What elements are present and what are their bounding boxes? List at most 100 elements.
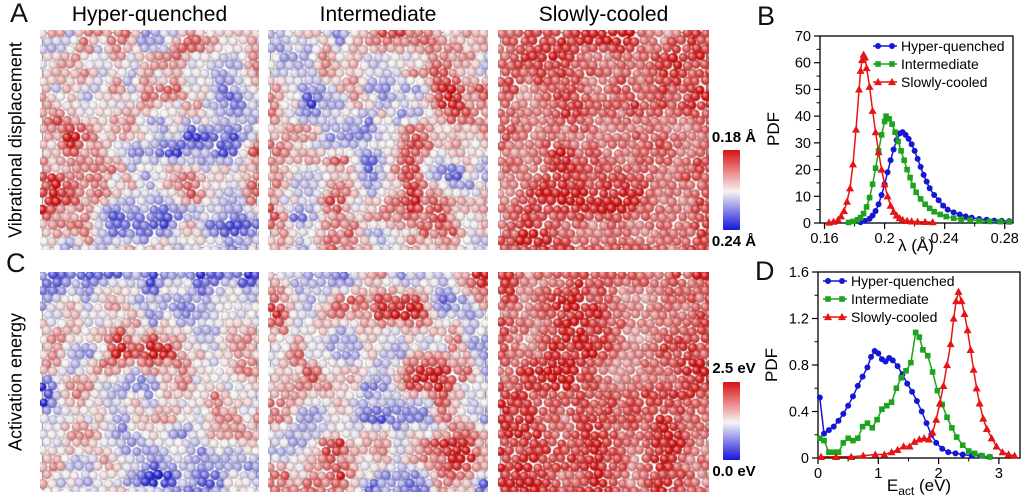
data-point (847, 452, 856, 460)
data-point (846, 184, 855, 192)
data-point (854, 216, 861, 223)
x-axis-label: Eact (eV) (887, 476, 951, 498)
data-point (935, 399, 944, 407)
data-point (914, 155, 921, 162)
legend: Hyper-quenched Intermediate Slowly-cooled (823, 273, 955, 325)
data-point (907, 217, 916, 225)
series-slowly-cooled (825, 50, 937, 226)
y-tick-label: 40 (795, 109, 811, 125)
x-tick-label: 0.2 (874, 231, 894, 247)
data-point (843, 197, 852, 205)
data-point (898, 374, 905, 381)
data-point (933, 439, 940, 446)
data-point (905, 135, 912, 142)
data-point (987, 454, 993, 460)
row-label-activation-energy: Activation energy (5, 312, 26, 452)
legend-marker (824, 312, 832, 321)
data-point (979, 414, 988, 422)
data-point (967, 217, 973, 223)
data-point (832, 452, 841, 460)
data-point (959, 442, 966, 449)
data-point (856, 66, 865, 74)
data-point (868, 353, 875, 360)
legend-marker (888, 77, 896, 86)
legend-marker (875, 43, 881, 49)
data-point (854, 435, 861, 442)
data-point (893, 445, 902, 453)
data-point (959, 451, 966, 458)
snapshot-vibrational-slowly-cooled (498, 30, 709, 250)
colorbar-vibrational-top-label: 0.18 Å (711, 129, 757, 146)
data-point (863, 204, 870, 210)
data-point (918, 408, 925, 415)
data-point (917, 163, 924, 170)
data-point (953, 434, 960, 440)
colorbar-activation-top-label: 2.5 eV (712, 360, 756, 377)
data-point (910, 182, 916, 189)
column-title-slowly-cooled: Slowly-cooled (538, 3, 669, 26)
data-point (976, 218, 983, 224)
data-point (892, 129, 898, 135)
x-tick-label: 3 (995, 466, 1003, 482)
data-point (963, 326, 972, 334)
data-point (859, 373, 866, 380)
legend-marker (875, 61, 881, 67)
data-point (866, 194, 873, 201)
data-point (997, 218, 1004, 225)
data-point (889, 207, 898, 215)
data-point (905, 442, 914, 450)
data-point (904, 380, 911, 387)
data-point (898, 148, 904, 154)
data-point (928, 218, 937, 226)
data-point (887, 448, 896, 456)
data-point (861, 53, 870, 61)
x-tick-label: 1 (874, 466, 882, 482)
data-point (979, 452, 985, 459)
data-point (821, 437, 827, 444)
legend-marker (839, 278, 845, 284)
data-point (913, 398, 920, 405)
legend: Hyper-quenched Intermediate Slowly-cooled (873, 38, 1005, 90)
data-point (821, 430, 828, 437)
data-point (817, 435, 823, 442)
panel-letter-b: B (757, 1, 776, 31)
data-point (859, 451, 868, 459)
data-point (949, 314, 958, 322)
data-point (932, 415, 941, 423)
data-point (923, 178, 930, 185)
data-point (845, 435, 851, 442)
data-point (825, 427, 832, 434)
data-point (880, 180, 889, 188)
snapshot-vibrational-hyper-quenched (40, 30, 259, 250)
legend-label: Intermediate (901, 56, 979, 72)
data-point (865, 82, 874, 90)
legend-label: Hyper-quenched (901, 38, 1005, 54)
snapshot-activation-intermediate (268, 272, 488, 492)
data-point (837, 212, 846, 220)
y-tick-label: 1.2 (789, 312, 809, 328)
colorbar-activation (723, 382, 740, 460)
data-point (920, 347, 926, 353)
snapshot-activation-slowly-cooled (498, 272, 709, 492)
data-point (943, 360, 952, 369)
data-point (924, 435, 933, 443)
legend-marker (889, 61, 895, 67)
data-point (877, 165, 886, 173)
data-point (845, 402, 852, 409)
y-tick-label: 50 (795, 82, 811, 98)
data-point (945, 449, 952, 456)
data-point (949, 424, 955, 431)
colorbar-activation-bottom-label: 0.0 eV (712, 463, 756, 480)
x-tick-label: 0 (814, 466, 822, 482)
data-point (859, 423, 866, 430)
data-point (894, 363, 901, 370)
data-point (928, 428, 937, 436)
legend-label: Slowly-cooled (851, 309, 937, 325)
data-point (911, 147, 918, 154)
data-point (943, 213, 949, 220)
data-point (857, 214, 864, 221)
data-point (868, 106, 877, 114)
data-point (969, 365, 978, 373)
data-point (883, 192, 892, 200)
data-point (924, 352, 931, 359)
